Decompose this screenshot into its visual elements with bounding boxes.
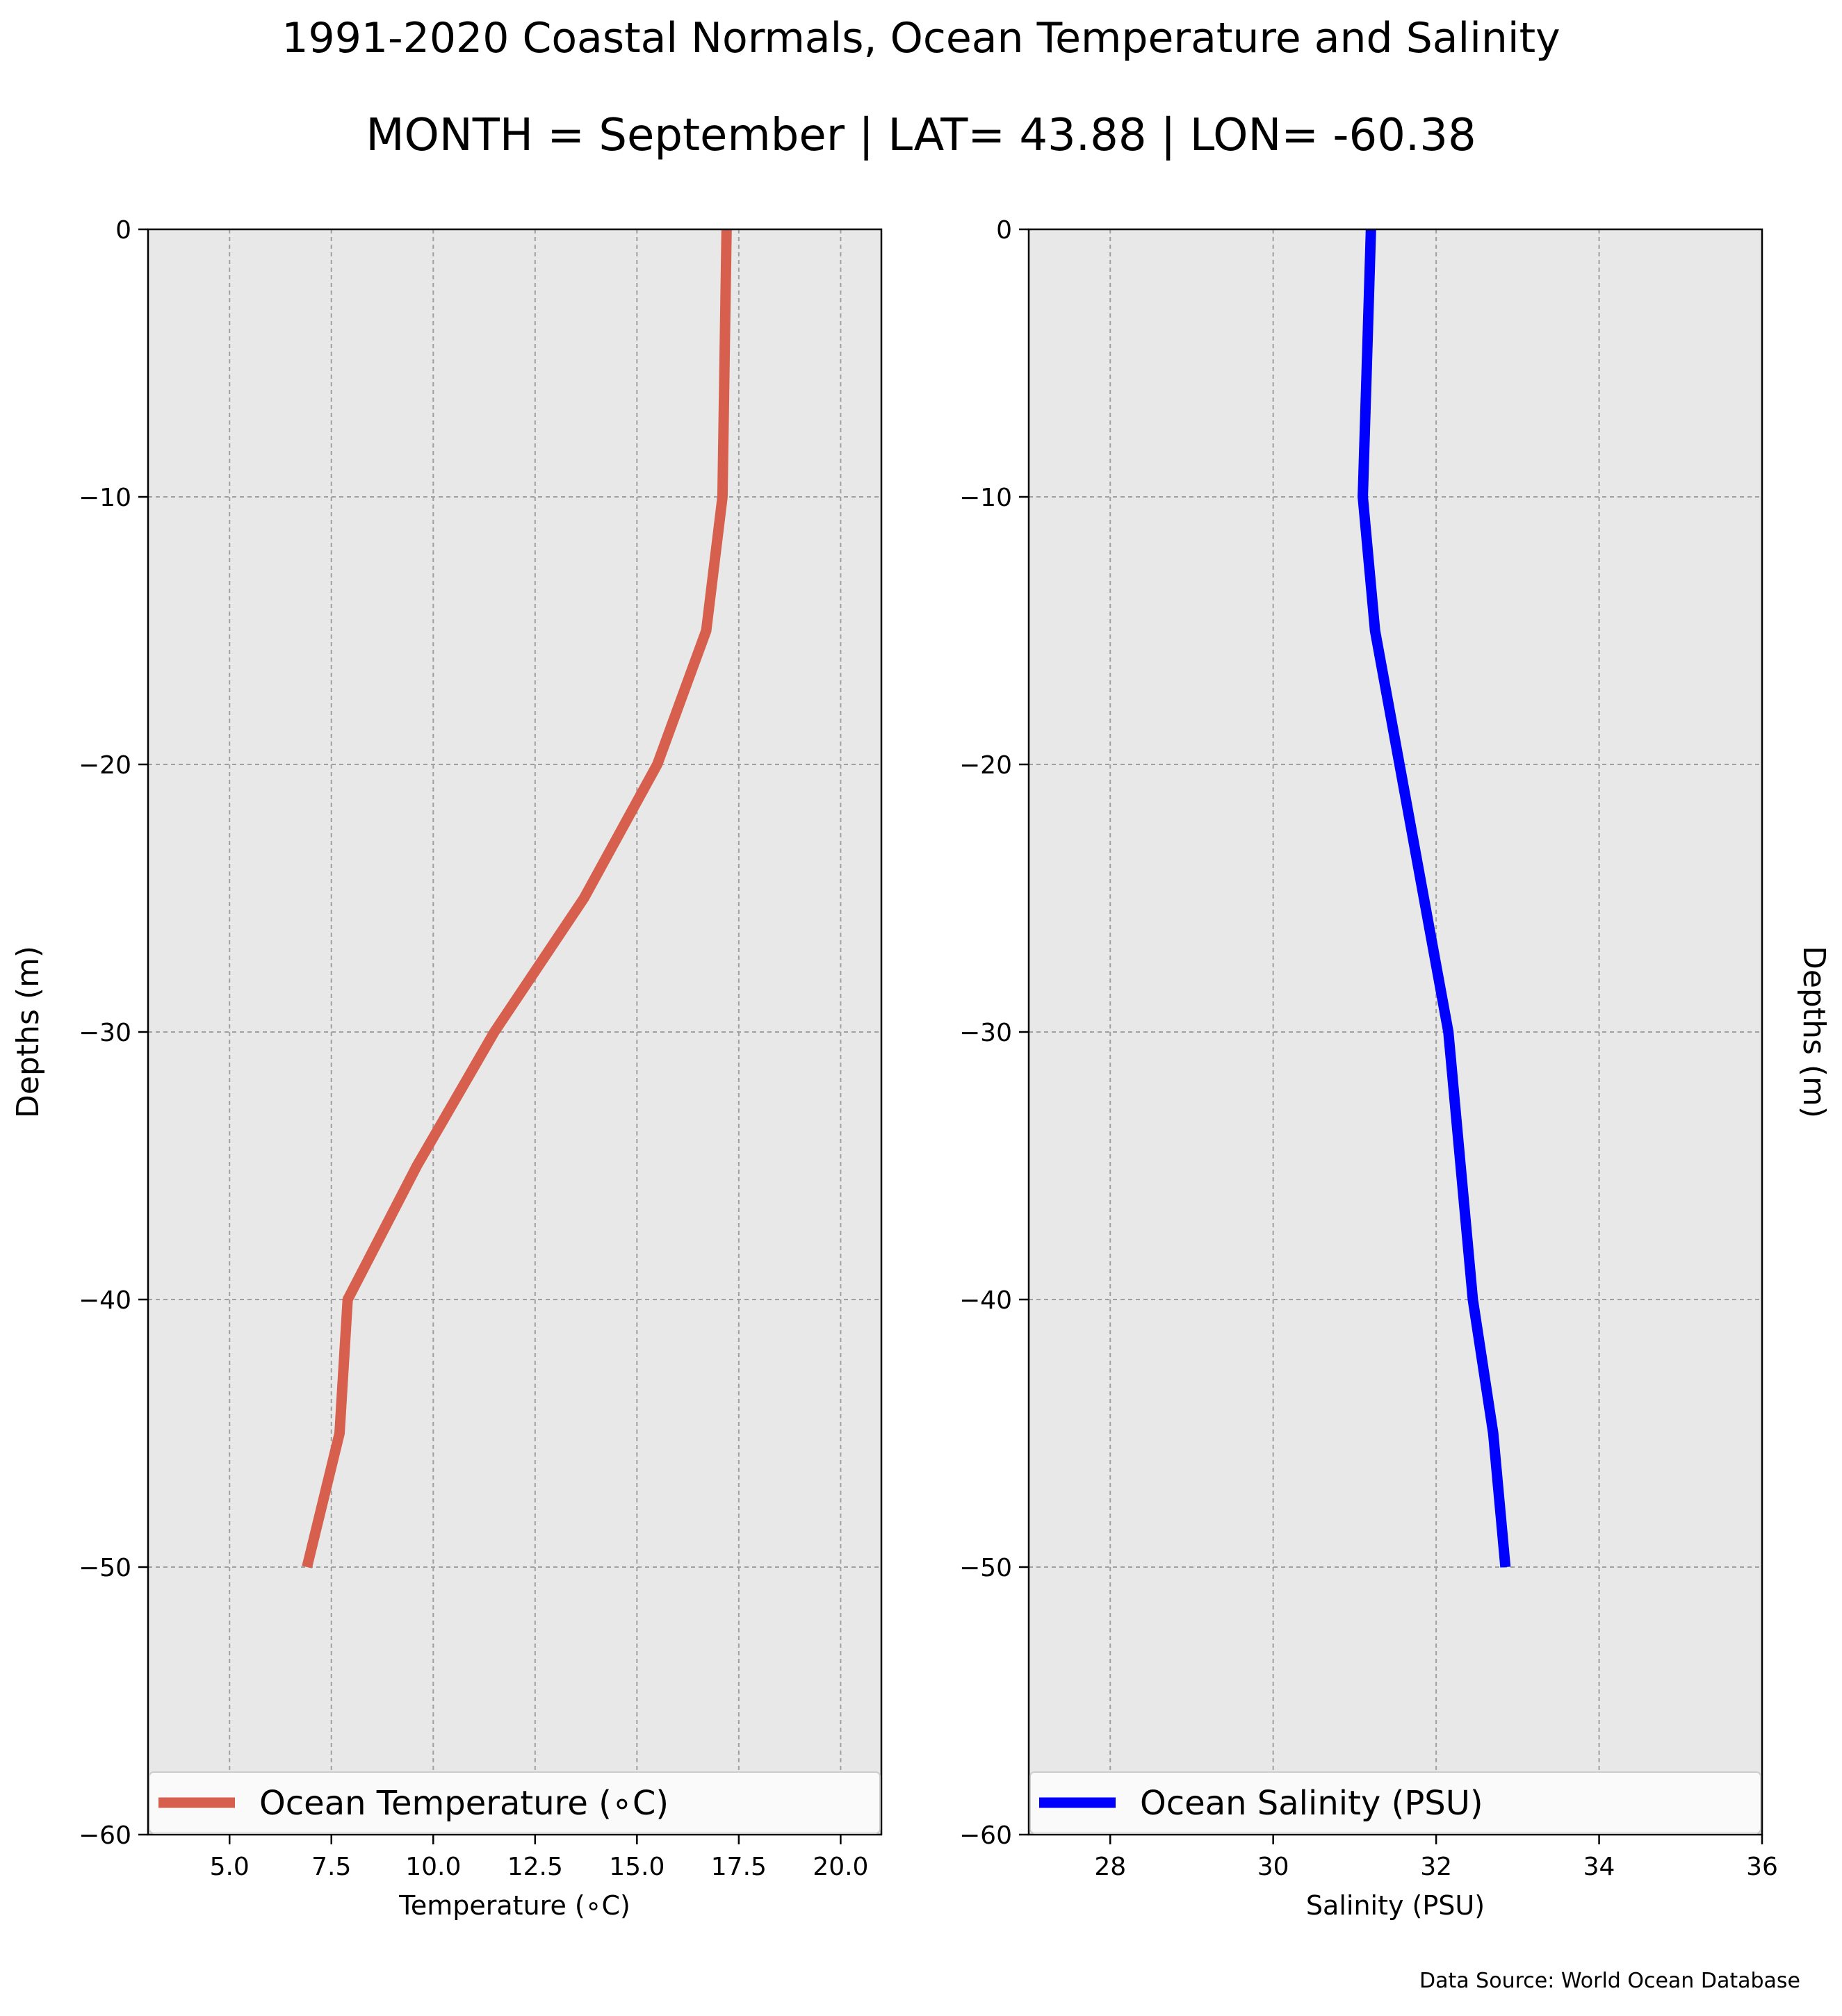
y-tick-label: −40	[79, 1286, 131, 1315]
legend-entry: Ocean Salinity (PSU)	[1140, 1784, 1483, 1823]
y-tick-label: −30	[959, 1019, 1012, 1047]
salinity-panel: 28 30 32 34 36 0 −10 −20 −30 −40 −50 −60 Salinity (P…	[959, 216, 1832, 1921]
y-tick-label: −20	[79, 751, 131, 780]
y-axis-label: Depths (m)	[1796, 946, 1832, 1118]
x-tick-label: 7.5	[311, 1853, 351, 1881]
x-tick-label: 34	[1583, 1853, 1615, 1881]
x-tick-label: 20.0	[813, 1853, 868, 1881]
y-tick-label: −50	[79, 1554, 131, 1582]
plot-area	[148, 229, 881, 1835]
y-tick-label: −10	[79, 484, 131, 512]
x-axis-label: Salinity (PSU)	[1306, 1890, 1485, 1921]
legend-box	[1029, 1771, 1761, 1834]
y-tick-label: −20	[959, 751, 1012, 780]
x-tick-label: 10.0	[405, 1853, 461, 1881]
y-tick-label: −50	[959, 1554, 1012, 1582]
series-line-1-0	[1358, 229, 1511, 1568]
y-tick-label: 0	[996, 216, 1012, 245]
y-axis-label: Depths (m)	[10, 946, 46, 1118]
y-tick-label: −30	[79, 1019, 131, 1047]
legend-entry: Ocean Temperature (∘C)	[259, 1784, 669, 1823]
x-tick-label: 12.5	[507, 1853, 563, 1881]
chart-subtitle: MONTH = September | LAT= 43.88 | LON= -6…	[366, 110, 1476, 161]
data-source-note: Data Source: World Ocean Database	[1419, 1969, 1800, 1993]
x-tick-label: 36	[1746, 1853, 1778, 1881]
series-line-0-0	[302, 229, 732, 1568]
y-tick-label: 0	[115, 216, 131, 245]
legend-box	[149, 1771, 881, 1834]
chart-title: 1991-2020 Coastal Normals, Ocean Tempera…	[282, 14, 1560, 63]
x-tick-label: 30	[1257, 1853, 1289, 1881]
y-tick-label: −10	[959, 484, 1012, 512]
plot-area	[1029, 229, 1762, 1835]
y-tick-label: −40	[959, 1286, 1012, 1315]
y-tick-label: −60	[79, 1821, 131, 1850]
x-tick-label: 17.5	[711, 1853, 767, 1881]
y-tick-label: −60	[959, 1821, 1012, 1850]
x-tick-label: 28	[1094, 1853, 1126, 1881]
x-tick-label: 5.0	[210, 1853, 250, 1881]
x-tick-label: 32	[1420, 1853, 1452, 1881]
x-axis-label: Temperature (∘C)	[398, 1890, 630, 1921]
temperature-panel: 5.0 7.5 10.0 12.5 15.0 17.5 20.0 0 −10 −20 −30 −40 −…	[10, 216, 883, 1921]
x-tick-label: 15.0	[609, 1853, 665, 1881]
